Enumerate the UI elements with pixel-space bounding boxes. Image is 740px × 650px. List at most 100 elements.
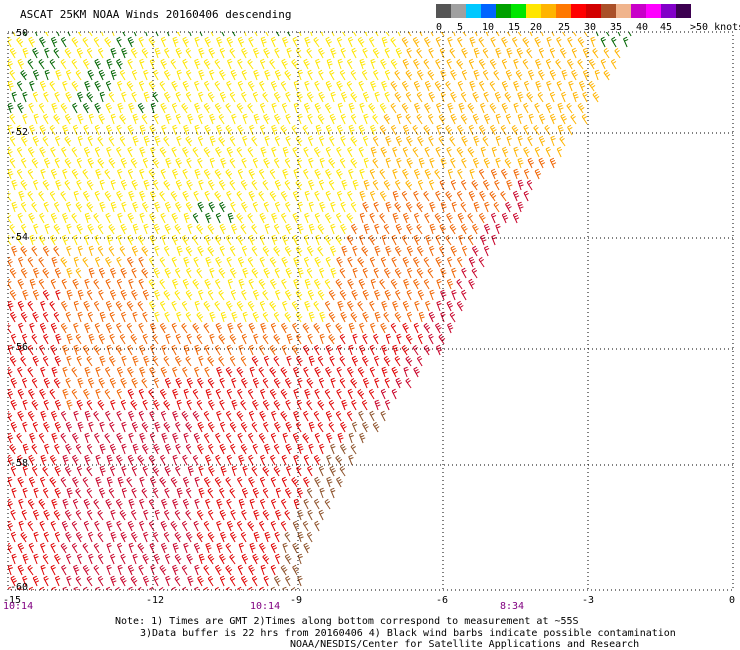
wind-barb bbox=[198, 553, 205, 565]
wind-barb bbox=[483, 223, 491, 235]
wind-barb bbox=[117, 80, 123, 92]
wind-barb bbox=[185, 69, 192, 81]
wind-barb bbox=[143, 223, 149, 235]
wind-barb bbox=[317, 289, 325, 301]
wind-barb bbox=[491, 146, 497, 158]
wind-barb bbox=[413, 58, 420, 70]
wind-barb bbox=[20, 135, 28, 147]
wind-barb bbox=[253, 333, 259, 345]
wind-barb bbox=[64, 465, 72, 477]
wind-barb bbox=[54, 355, 62, 367]
wind-barb bbox=[20, 223, 27, 235]
wind-barb bbox=[450, 157, 456, 169]
wind-barb bbox=[436, 344, 443, 356]
wind-barb bbox=[121, 47, 128, 59]
wind-barb bbox=[38, 498, 46, 510]
wind-barb bbox=[20, 355, 27, 367]
wind-barb bbox=[379, 168, 386, 180]
wind-barb bbox=[203, 58, 211, 70]
wind-barb bbox=[379, 102, 387, 114]
wind-barb bbox=[139, 432, 146, 444]
wind-barb bbox=[153, 575, 159, 587]
wind-barb bbox=[194, 300, 200, 312]
wind-barb bbox=[549, 47, 556, 59]
wind-barb bbox=[390, 102, 397, 114]
wind-barb bbox=[248, 168, 255, 180]
wind-barb bbox=[372, 135, 379, 147]
wind-barb bbox=[315, 58, 321, 70]
wind-barb bbox=[170, 476, 178, 488]
wind-barb bbox=[105, 124, 113, 136]
wind-barb bbox=[269, 168, 276, 180]
wind-barb bbox=[229, 487, 236, 499]
wind-barb bbox=[281, 476, 288, 488]
wind-barb bbox=[280, 388, 288, 400]
wind-barb bbox=[86, 92, 94, 103]
wind-barb bbox=[473, 201, 480, 213]
wind-barb bbox=[281, 102, 288, 114]
wind-barb bbox=[394, 179, 401, 191]
wind-barb bbox=[417, 289, 425, 301]
wind-barb bbox=[247, 80, 255, 92]
wind-barb bbox=[297, 443, 304, 455]
wind-barb bbox=[237, 322, 243, 334]
wind-barb bbox=[566, 102, 573, 114]
wind-barb bbox=[32, 355, 40, 367]
wind-barb bbox=[292, 36, 298, 48]
wind-barb bbox=[406, 157, 413, 169]
wind-barb bbox=[237, 58, 243, 70]
wind-barb bbox=[11, 179, 18, 191]
wind-barb bbox=[482, 69, 489, 81]
wind-barb bbox=[71, 168, 79, 180]
wind-barb bbox=[8, 542, 13, 554]
map-title: ASCAT 25KM NOAA Winds 20160406 descendin… bbox=[20, 8, 292, 21]
wind-barb bbox=[61, 564, 67, 576]
wind-barb bbox=[8, 476, 13, 488]
wind-barb bbox=[385, 135, 392, 147]
wind-barb bbox=[350, 91, 358, 103]
wind-barb bbox=[286, 333, 293, 345]
wind-barb bbox=[582, 69, 590, 81]
wind-barb bbox=[64, 157, 72, 169]
wind-barb bbox=[383, 179, 391, 191]
wind-barb bbox=[11, 487, 17, 499]
wind-barb bbox=[406, 289, 412, 301]
wind-barb bbox=[253, 69, 260, 81]
wind-barb bbox=[285, 201, 291, 213]
wind-barb bbox=[383, 113, 391, 125]
wind-barb bbox=[203, 586, 210, 590]
wind-barb bbox=[192, 322, 200, 334]
wind-barb bbox=[445, 81, 452, 92]
wind-barb bbox=[252, 311, 260, 323]
wind-barb bbox=[109, 311, 115, 323]
wind-barb bbox=[229, 355, 236, 367]
wind-barb bbox=[185, 443, 192, 455]
wind-barb bbox=[478, 168, 485, 180]
wind-barb bbox=[154, 289, 161, 301]
wind-barb bbox=[50, 542, 56, 554]
wind-barb bbox=[53, 245, 60, 257]
wind-barb bbox=[372, 421, 380, 433]
wind-barb bbox=[231, 311, 238, 323]
wind-barb bbox=[186, 333, 192, 345]
wind-barb bbox=[214, 586, 221, 590]
wind-barb bbox=[230, 69, 238, 81]
wind-barb bbox=[50, 520, 56, 532]
wind-barb bbox=[373, 333, 379, 345]
wind-barb bbox=[248, 586, 254, 590]
wind-barb bbox=[414, 102, 421, 114]
wind-barb bbox=[181, 103, 189, 114]
wind-barb bbox=[185, 135, 193, 147]
wind-barb bbox=[273, 157, 280, 169]
wind-barb bbox=[490, 168, 498, 180]
wind-barb bbox=[62, 388, 69, 400]
wind-barb bbox=[49, 80, 56, 92]
wind-barb bbox=[93, 564, 100, 576]
wind-barb bbox=[359, 190, 366, 202]
wind-barb bbox=[9, 69, 16, 81]
wind-barb bbox=[172, 278, 179, 290]
wind-barb bbox=[280, 125, 288, 136]
wind-barb bbox=[451, 289, 457, 301]
wind-barb bbox=[362, 333, 368, 345]
wind-barb bbox=[172, 410, 179, 422]
